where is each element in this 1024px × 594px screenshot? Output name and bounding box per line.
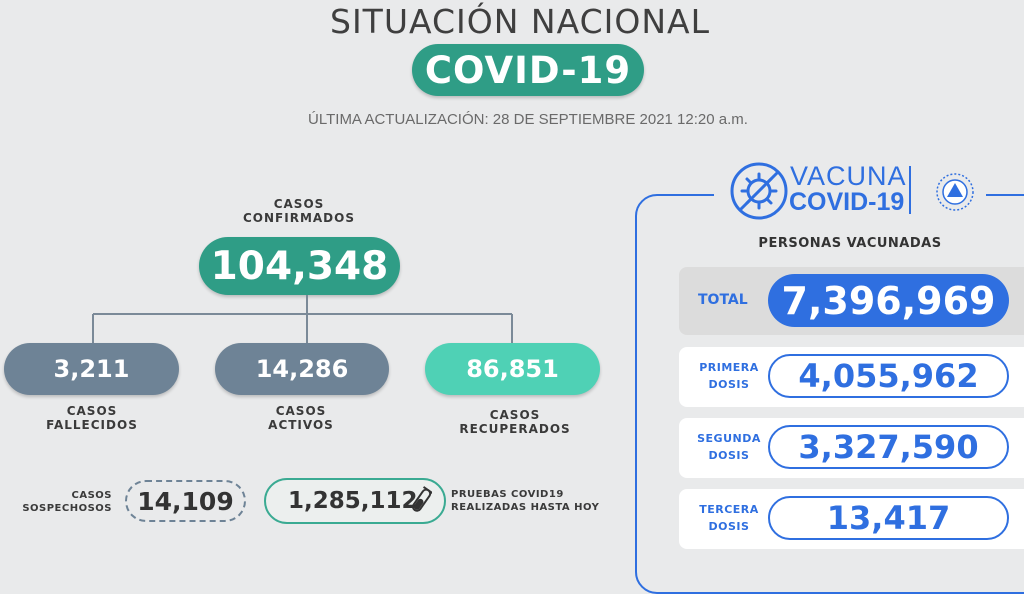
virus-syringe-icon [730, 162, 788, 220]
suspected-caption-line-2: SOSPECHOSOS [22, 503, 112, 514]
suspected-caption-line-1: CASOS [71, 490, 112, 501]
coat-of-arms-icon [936, 173, 974, 211]
vaccine-logo [714, 160, 986, 222]
recovered-caption-line-2: RECUPERADOS [459, 422, 571, 436]
page-title: SITUACIÓN NACIONAL [330, 2, 710, 41]
third-dose-label-line-1: TERCERA [699, 503, 759, 516]
deaths-caption-line-1: CASOS [66, 404, 118, 418]
deaths-caption-line-2: FALLECIDOS [46, 418, 138, 432]
tests-value: 1,285,112 [288, 488, 418, 514]
active-caption-line-2: ACTIVOS [268, 418, 334, 432]
vaccinated-heading: PERSONAS VACUNADAS [758, 236, 942, 251]
confirmed-caption: CASOS CONFIRMADOS [224, 197, 374, 225]
active-value: 14,286 [215, 343, 389, 395]
second-dose-label-line-1: SEGUNDA [697, 432, 761, 445]
third-dose-label-line-2: DOSIS [708, 520, 750, 533]
third-dose-label: TERCERA DOSIS [689, 501, 769, 535]
suspected-value: 14,109 [125, 480, 246, 522]
recovered-value: 86,851 [425, 343, 600, 395]
tests-caption-line-2: REALIZADAS HASTA HOY [451, 502, 600, 513]
recovered-caption-line-1: CASOS [489, 408, 541, 422]
logo-divider [909, 166, 911, 214]
suspected-caption: CASOS SOSPECHOSOS [12, 489, 112, 515]
recovered-caption: CASOS RECUPERADOS [435, 408, 595, 436]
third-dose-value: 13,417 [768, 496, 1009, 540]
first-dose-label-line-1: PRIMERA [699, 361, 759, 374]
vaccine-logo-line-1: VACUNA [790, 161, 907, 191]
active-caption-line-1: CASOS [275, 404, 327, 418]
first-dose-value: 4,055,962 [768, 354, 1009, 398]
first-dose-label: PRIMERA DOSIS [689, 359, 769, 393]
confirmed-cases-value: 104,348 [199, 237, 400, 295]
case-breakdown-connector [92, 295, 513, 343]
second-dose-label: SEGUNDA DOSIS [689, 430, 769, 464]
tests-pill: 1,285,112 [264, 478, 446, 524]
test-tube-icon [411, 486, 432, 512]
vaccine-logo-line-2: COVID-19 [789, 188, 905, 216]
total-label: TOTAL [698, 292, 748, 308]
last-updated: ÚLTIMA ACTUALIZACIÓN: 28 DE SEPTIEMBRE 2… [308, 111, 748, 128]
tests-caption: PRUEBAS COVID19 REALIZADAS HASTA HOY [451, 488, 599, 514]
first-dose-label-line-2: DOSIS [708, 378, 750, 391]
active-caption: CASOS ACTIVOS [226, 404, 376, 432]
total-vaccinated-value: 7,396,969 [768, 274, 1009, 327]
tests-caption-line-1: PRUEBAS COVID19 [451, 489, 564, 500]
second-dose-label-line-2: DOSIS [708, 449, 750, 462]
confirmed-caption-line-2: CONFIRMADOS [243, 211, 355, 225]
second-dose-value: 3,327,590 [768, 425, 1009, 469]
deaths-value: 3,211 [4, 343, 179, 395]
deaths-caption: CASOS FALLECIDOS [17, 404, 167, 432]
covid-badge: COVID-19 [412, 44, 644, 96]
confirmed-caption-line-1: CASOS [273, 197, 325, 211]
